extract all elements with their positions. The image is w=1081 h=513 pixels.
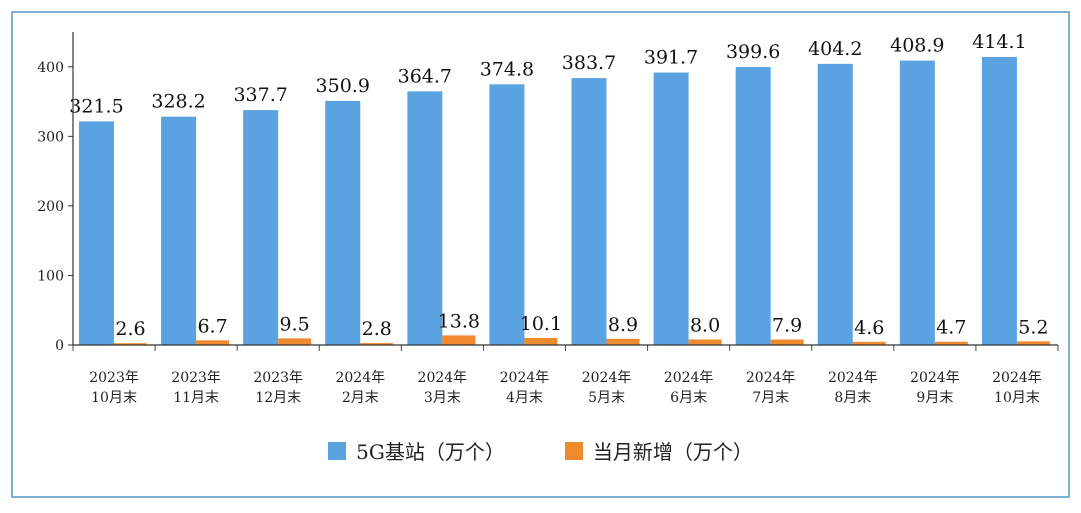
bar-5g-11 (981, 56, 1017, 345)
bar-5g-9 (817, 63, 853, 345)
bar-new-7 (688, 339, 722, 345)
x-tick-label-line1-7: 2024年 (664, 370, 714, 386)
x-tick-label-line1-0: 2023年 (89, 370, 139, 386)
y-tick-label-1: 100 (37, 268, 64, 284)
data-label-new-1: 6.7 (197, 315, 227, 337)
bar-5g-10 (899, 60, 935, 345)
x-tick-label-line2-6: 5月末 (588, 390, 625, 406)
y-tick-label-2: 200 (37, 199, 64, 215)
x-tick-label-line1-11: 2024年 (992, 370, 1042, 386)
data-label-new-7: 8.0 (690, 314, 720, 336)
bar-new-2 (278, 338, 312, 345)
data-label-5g-9: 404.2 (808, 38, 862, 60)
y-tick-label-3: 300 (37, 129, 64, 145)
bar-5g-3 (325, 100, 361, 345)
data-label-5g-4: 364.7 (398, 65, 452, 87)
data-label-new-11: 5.2 (1018, 316, 1048, 338)
data-label-5g-8: 399.6 (726, 41, 780, 63)
bar-new-1 (196, 340, 230, 345)
bar-new-5 (524, 337, 558, 345)
x-tick-label-line2-4: 3月末 (424, 390, 461, 406)
chart-frame (11, 11, 1070, 498)
x-tick-label-line2-0: 10月末 (91, 390, 137, 406)
data-label-new-6: 8.9 (608, 314, 638, 336)
legend-label-monthly-new: 当月新增（万个） (592, 440, 753, 464)
data-label-new-2: 9.5 (280, 313, 310, 335)
data-label-5g-10: 408.9 (890, 35, 944, 57)
data-label-5g-0: 321.5 (69, 95, 123, 117)
data-label-new-0: 2.6 (115, 318, 145, 340)
bar-5g-4 (407, 91, 443, 345)
bar-5g-6 (571, 78, 607, 346)
legend-swatch-monthly-new (564, 441, 583, 460)
bar-new-8 (770, 339, 804, 345)
x-tick-label-line1-6: 2024年 (582, 370, 632, 386)
bar-new-6 (606, 338, 640, 345)
y-tick-label-0: 0 (55, 338, 64, 354)
x-tick-label-line2-3: 2月末 (342, 390, 379, 406)
x-tick-label-line2-2: 12月末 (255, 390, 301, 406)
bar-5g-2 (243, 110, 279, 345)
data-label-5g-11: 414.1 (972, 31, 1026, 53)
data-label-new-8: 7.9 (772, 315, 802, 337)
legend-swatch-5g-stations (328, 441, 347, 460)
bar-5g-8 (735, 67, 771, 345)
x-tick-label-line1-4: 2024年 (418, 370, 468, 386)
bar-new-4 (442, 335, 476, 345)
data-label-new-5: 10.1 (520, 313, 562, 335)
bar-new-10 (934, 341, 968, 345)
x-tick-label-line1-9: 2024年 (828, 370, 878, 386)
x-tick-label-line2-10: 9月末 (916, 390, 953, 406)
x-tick-label-line2-1: 11月末 (173, 390, 219, 406)
x-tick-label-line2-7: 6月末 (670, 390, 707, 406)
bar-new-11 (1016, 341, 1050, 345)
x-tick-label-line2-11: 10月末 (994, 390, 1040, 406)
bar-5g-5 (489, 84, 525, 345)
data-label-5g-1: 328.2 (151, 91, 205, 113)
data-label-new-3: 2.8 (362, 318, 392, 340)
data-label-new-10: 4.7 (936, 317, 966, 339)
bar-5g-1 (161, 116, 197, 346)
x-tick-label-line1-8: 2024年 (746, 370, 796, 386)
bar-5g-0 (79, 121, 114, 345)
legend-item-monthly-new: 当月新增（万个） (564, 436, 753, 465)
legend-item-5g-stations: 5G基站（万个） (328, 436, 505, 465)
y-tick-label-4: 400 (37, 60, 64, 76)
data-label-5g-6: 383.7 (562, 52, 616, 74)
x-tick-label-line1-10: 2024年 (910, 370, 960, 386)
x-tick-label-line2-8: 7月末 (752, 390, 789, 406)
data-label-new-4: 13.8 (438, 310, 480, 332)
bar-new-9 (852, 341, 886, 345)
x-tick-label-line2-9: 8月末 (834, 390, 871, 406)
x-tick-label-line1-2: 2023年 (253, 370, 303, 386)
x-tick-label-line1-1: 2023年 (171, 370, 221, 386)
legend: 5G基站（万个） 当月新增（万个） (0, 436, 1081, 465)
bar-new-3 (360, 343, 394, 345)
data-label-5g-7: 391.7 (644, 47, 698, 69)
data-label-5g-2: 337.7 (233, 84, 287, 106)
x-tick-label-line2-5: 4月末 (506, 390, 543, 406)
bar-5g-7 (653, 72, 689, 345)
legend-label-5g-stations: 5G基站（万个） (356, 440, 505, 464)
data-label-5g-5: 374.8 (480, 58, 534, 80)
x-tick-label-line1-5: 2024年 (500, 370, 550, 386)
x-tick-label-line1-3: 2024年 (335, 370, 385, 386)
data-label-new-9: 4.6 (854, 317, 884, 339)
data-label-5g-3: 350.9 (316, 75, 370, 97)
bar-new-0 (114, 343, 147, 345)
